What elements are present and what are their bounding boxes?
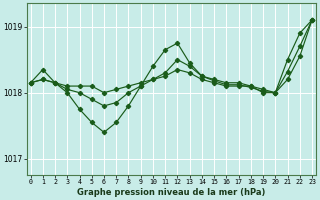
X-axis label: Graphe pression niveau de la mer (hPa): Graphe pression niveau de la mer (hPa) xyxy=(77,188,266,197)
